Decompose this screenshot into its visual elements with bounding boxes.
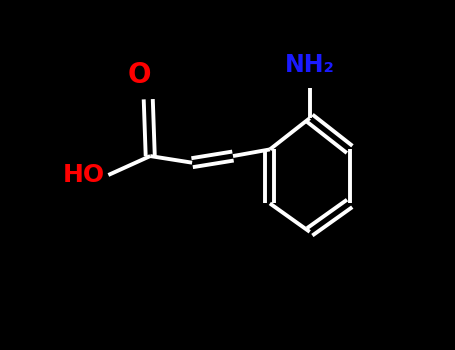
Text: HO: HO bbox=[63, 163, 105, 187]
Text: NH₂: NH₂ bbox=[285, 54, 335, 77]
Text: O: O bbox=[128, 61, 151, 89]
